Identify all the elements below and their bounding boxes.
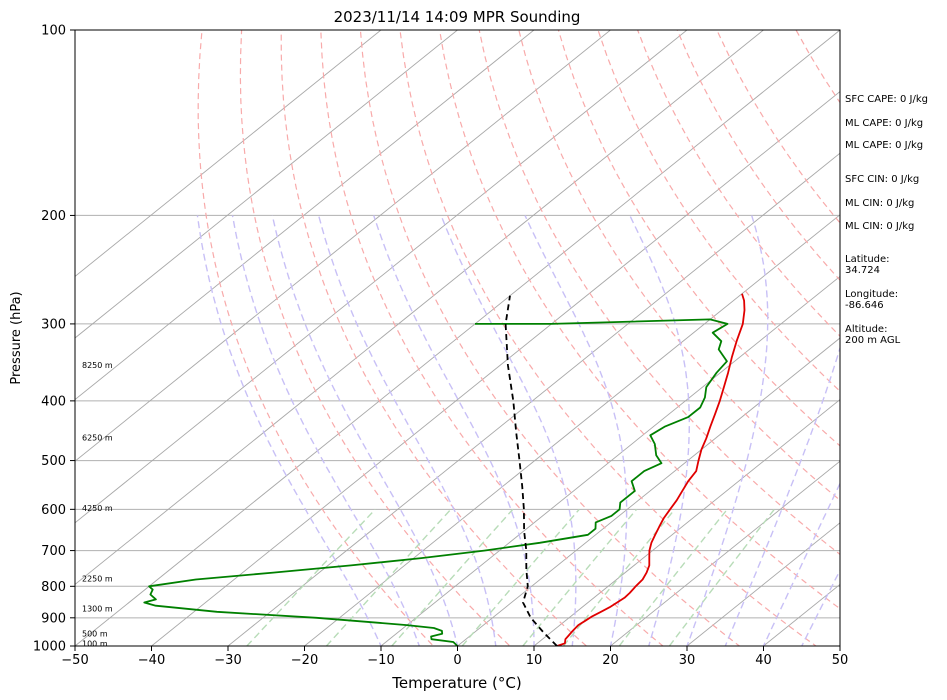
x-tick-label: 20 [602,653,619,668]
moist-adiabat-line [317,215,497,646]
moist-adiabat-line [196,215,382,646]
isotherm-line [303,214,840,646]
isotherm-line [227,152,840,646]
mixing-ratio-line [618,508,728,646]
dry-adiabat-line [197,30,435,646]
y-tick-label: 200 [41,209,66,224]
annotation-text: SFC CAPE: 0 J/kg [845,94,928,105]
x-axis-label: Temperature (°C) [391,674,521,692]
y-tick-label: 100 [41,24,66,39]
dry-adiabat-line [637,30,840,337]
mixing-ratio-line [325,508,452,646]
y-axis-label: Pressure (hPa) [9,291,24,384]
dry-adiabat-line [399,30,817,646]
annotation-text: ML CIN: 0 J/kg [845,198,914,209]
x-tick-label: 30 [679,653,696,668]
y-tick-label: 700 [41,544,66,559]
mixing-ratio-line [461,508,580,646]
x-tick-label: 50 [832,653,849,668]
x-tick-label: −10 [367,653,394,668]
isotherm-line [686,522,840,646]
isotherm-line [75,30,459,339]
chart-title: 2023/11/14 14:09 MPR Sounding [334,8,581,26]
y-tick-label: 600 [41,503,66,518]
annotation-value: 200 m AGL [845,335,901,346]
annotation-value: 34.724 [845,265,880,276]
height-label: 100 m [82,639,108,648]
isotherm-line [380,275,840,646]
dry-adiabat-line [320,30,664,646]
y-tick-label: 300 [41,317,66,332]
annotation-text: ML CIN: 0 J/kg [845,221,914,232]
moist-adiabat-line [629,215,690,646]
isotherm-line [75,30,612,462]
x-tick-label: −50 [61,653,88,668]
height-label: 2250 m [82,574,113,583]
height-label: 500 m [82,630,108,639]
mixing-ratio-line [391,508,514,646]
height-label: 6250 m [82,434,113,443]
moist-adiabat-line [440,215,577,646]
mixing-ratio-line [668,508,775,646]
isotherm-line [75,30,382,277]
dry-adiabat-line [518,30,840,501]
temperature-line [556,293,746,646]
x-tick-label: −20 [291,653,318,668]
dry-adiabat-line [439,30,840,610]
annotation-value: -86.646 [845,300,884,311]
height-label: 1300 m [82,605,113,614]
isotherm-line [75,30,688,524]
y-tick-label: 400 [41,394,66,409]
y-tick-label: 500 [41,454,66,469]
isotherm-line [150,91,840,646]
mixing-ratio-line [562,508,676,646]
x-tick-label: 10 [526,653,543,668]
y-tick-label: 900 [41,611,66,626]
y-tick-label: 800 [41,580,66,595]
dry-adiabat-line [478,30,840,556]
height-label: 8250 m [82,361,113,370]
isotherm-line [609,460,840,646]
moist-adiabat-line [524,215,628,646]
moist-adiabat-line [686,215,769,646]
annotation-text: SFC CIN: 0 J/kg [845,174,919,185]
height-label: 4250 m [82,504,113,513]
dry-adiabat-line [239,30,511,646]
isotherm-line [75,30,840,646]
x-tick-label: −30 [214,653,241,668]
moist-adiabat-line [724,345,840,646]
isotherm-line [75,30,535,401]
annotation-text: Longitude: [845,289,898,300]
dry-adiabat-line [557,30,840,447]
annotation-text: Latitude: [845,254,890,265]
dry-adiabat-line [597,30,840,393]
annotation-text: ML CAPE: 0 J/kg [845,140,923,151]
x-tick-label: 0 [453,653,461,668]
mixing-ratio-line [246,508,376,646]
y-tick-label: 1000 [33,640,66,655]
mixing-ratio-line [522,508,638,646]
dry-adiabat-line [280,30,588,646]
dewpoint-line [143,318,729,646]
moist-adiabat-line [231,215,421,646]
annotation-text: ML CAPE: 0 J/kg [845,118,923,129]
isotherm-line [75,30,765,585]
x-tick-label: −40 [138,653,165,668]
annotation-text: Altitude: [845,324,887,335]
dry-adiabat-line [359,30,741,646]
isotherm-line [456,337,840,646]
moist-adiabat-line [271,215,459,646]
moist-adiabat-line [373,215,535,646]
x-tick-label: 40 [755,653,772,668]
moist-adiabat-line [762,481,840,646]
parcel-path-line [504,295,558,646]
isotherm-line [533,399,840,646]
